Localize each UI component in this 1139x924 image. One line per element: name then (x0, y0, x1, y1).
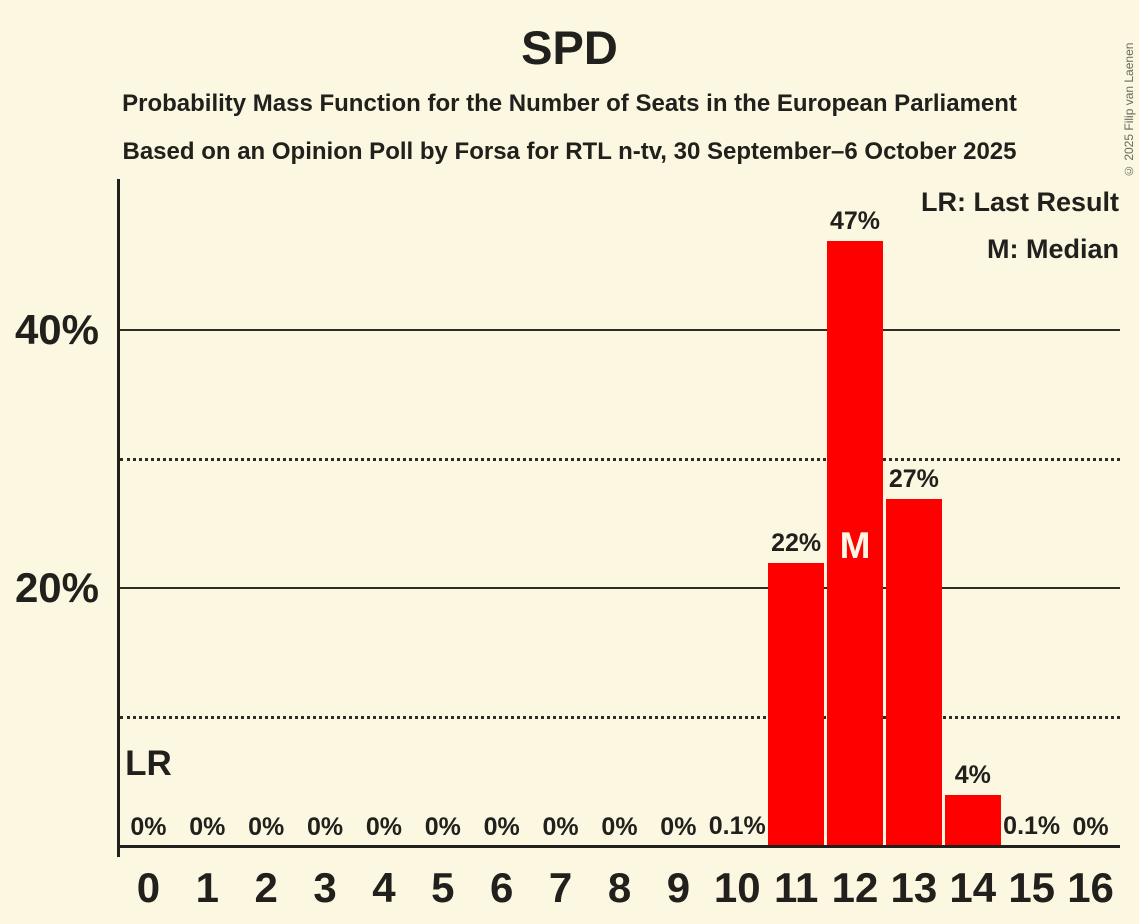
bar-value-label-10: 0.1% (708, 811, 766, 840)
x-axis-label-15: 15 (1008, 864, 1056, 911)
bar-value-label-14: 4% (954, 761, 991, 790)
x-axis-label-12: 12 (831, 864, 879, 911)
gridline-20pct (120, 587, 1120, 589)
x-axis-label-3: 3 (313, 864, 337, 911)
x-axis-label-14: 14 (949, 864, 997, 911)
bar-value-label-3: 0% (307, 813, 344, 841)
last-result-marker: LR (125, 744, 172, 783)
bar-seats-11 (768, 563, 825, 847)
bar-value-label-16: 0% (1072, 813, 1109, 841)
x-axis-label-11: 11 (773, 864, 819, 911)
bar-value-label-13: 27% (888, 464, 939, 493)
copyright-notice: © 2025 Filip van Laenen (1122, 42, 1136, 178)
x-axis-line (117, 845, 1120, 848)
chart-title: SPD (521, 21, 618, 74)
legend-last-result: LR: Last Result (920, 187, 1119, 217)
bar-value-label-12: 47% (829, 206, 881, 235)
x-axis-label-0: 0 (136, 864, 161, 911)
bar-seats-14 (944, 795, 1001, 847)
x-axis-label-13: 13 (890, 864, 938, 911)
x-axis-label-9: 9 (666, 864, 691, 911)
gridline-10pct (120, 716, 1120, 719)
y-axis-line (117, 179, 120, 857)
chart-subtitle-line1: Probability Mass Function for the Number… (122, 90, 1017, 117)
gridline-30pct (120, 458, 1120, 461)
x-axis-label-16: 16 (1067, 864, 1114, 911)
bar-value-label-8: 0% (601, 813, 638, 841)
bar-seats-13 (885, 498, 942, 847)
x-axis-label-10: 10 (713, 864, 761, 911)
bar-seats-12 (827, 240, 884, 847)
bar-value-label-2: 0% (248, 813, 285, 841)
chart-subtitle-line2: Based on an Opinion Poll by Forsa for RT… (122, 138, 1017, 165)
bar-value-label-7: 0% (542, 813, 579, 841)
bar-value-label-6: 0% (483, 813, 520, 841)
bar-value-label-11: 22% (771, 529, 822, 558)
x-axis-label-1: 1 (195, 864, 219, 911)
bar-value-label-5: 0% (424, 813, 461, 841)
bar-value-label-0: 0% (130, 813, 167, 841)
y-axis-label-40pct: 40% (14, 306, 99, 353)
y-axis-label-20pct: 20% (14, 564, 99, 611)
legend-median: M: Median (987, 234, 1119, 264)
gridline-40pct (120, 329, 1120, 331)
x-axis-label-4: 4 (372, 864, 396, 911)
bar-value-label-15: 0.1% (1003, 811, 1061, 840)
bar-value-label-1: 0% (189, 813, 226, 841)
x-axis-label-5: 5 (431, 864, 455, 911)
x-axis-label-2: 2 (254, 864, 278, 911)
x-axis-label-6: 6 (490, 864, 514, 911)
median-marker: M (839, 525, 871, 566)
bar-value-label-9: 0% (660, 813, 697, 841)
bar-value-label-4: 0% (365, 813, 403, 841)
x-axis-label-7: 7 (548, 864, 573, 911)
x-axis-label-8: 8 (607, 864, 632, 911)
